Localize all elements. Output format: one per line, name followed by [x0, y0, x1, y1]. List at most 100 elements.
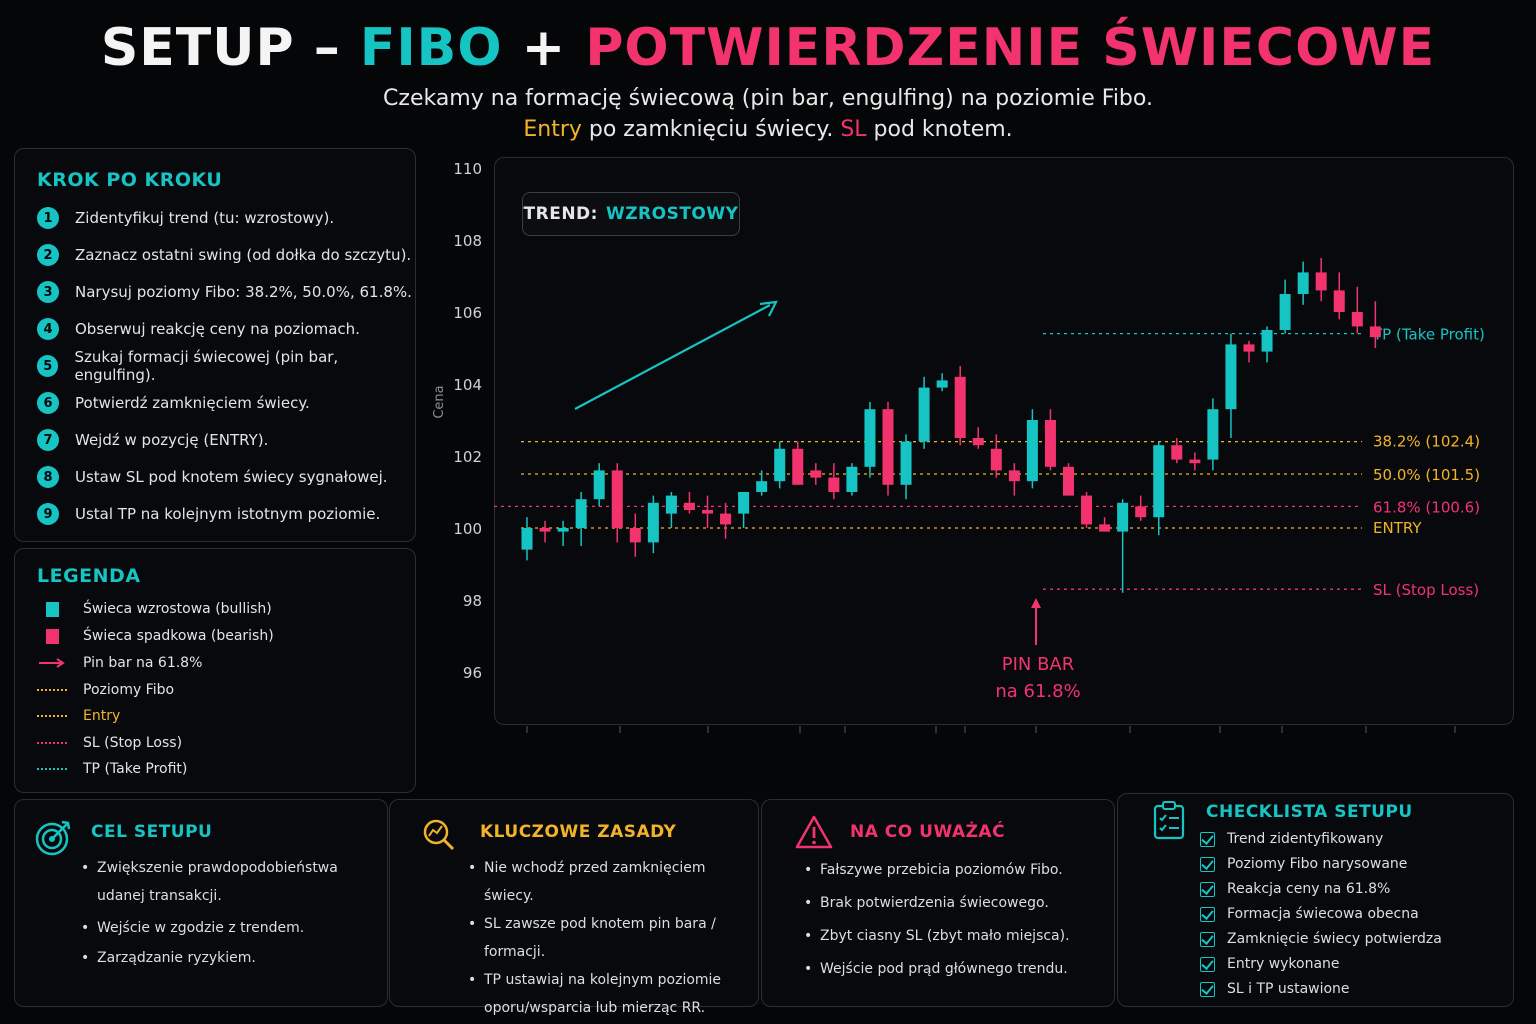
step-item: 8 Ustaw SL pod knotem świecy sygnałowej.	[37, 465, 388, 489]
checklist-item: Poziomy Fibo narysowane	[1200, 853, 1407, 875]
checkbox-icon	[1200, 856, 1215, 872]
y-tick-label: 96	[463, 664, 482, 682]
candle-body-bearish	[683, 502, 695, 510]
step-text: Ustal TP na kolejnym istotnym poziomie.	[75, 505, 381, 523]
candle-body-bearish	[1135, 506, 1147, 518]
candle-body-bullish	[1261, 330, 1273, 352]
step-text: Wejdź w pozycję (ENTRY).	[75, 431, 269, 449]
step-text: Narysuj poziomy Fibo: 38.2%, 50.0%, 61.8…	[75, 283, 412, 301]
trend-arrow-line	[574, 304, 771, 410]
step-item: 5 Szukaj formacji świecowej (pin bar, eng…	[37, 348, 415, 384]
zasady-item: Nie wchodź przed zamknięciem świecy.	[468, 854, 748, 910]
step-text: Zaznacz ostatni swing (od dołka do szczy…	[75, 246, 412, 264]
candle-body-bullish	[665, 495, 677, 514]
step-text: Zidentyfikuj trend (tu: wzrostowy).	[75, 209, 335, 227]
candle-body-bullish	[1225, 344, 1237, 410]
legend-item-tp: TP (Take Profit)	[37, 758, 187, 780]
subtitle-entry: Entry	[523, 117, 582, 142]
trend-box: TREND: WZROSTOWY	[522, 192, 740, 236]
zasady-item: TP ustawiaj na kolejnym poziomie oporu/w…	[468, 966, 748, 1022]
legend-item-fibo: Poziomy Fibo	[37, 679, 174, 701]
candle-body-bearish	[1063, 466, 1074, 496]
candle-body-bearish	[1044, 420, 1056, 467]
candle-body-bullish	[918, 387, 930, 442]
pinbar-sublabel: na 61.8%	[995, 681, 1080, 702]
level-label-tp: TP (Take Profit)	[1372, 326, 1485, 344]
bearish-square-icon	[45, 628, 59, 644]
step-number: 6	[37, 392, 59, 414]
checklist-text: Poziomy Fibo narysowane	[1227, 856, 1408, 872]
candle-body-bearish	[1351, 312, 1363, 327]
candle-body-bullish	[738, 492, 750, 514]
checkbox-icon	[1200, 906, 1215, 922]
dotted-line-icon	[37, 742, 67, 744]
candle-body-bearish	[1189, 459, 1201, 464]
step-item: 3 Narysuj poziomy Fibo: 38.2%, 50.0%, 61.…	[37, 280, 412, 304]
pinbar-label: PIN BAR	[1002, 654, 1075, 675]
step-text: Ustaw SL pod knotem świecy sygnałowej.	[75, 468, 388, 486]
y-tick-label: 102	[453, 448, 482, 466]
candle-body-bearish	[1099, 524, 1111, 532]
legend-text: Entry	[83, 708, 121, 724]
subtitle-end: pod knotem.	[866, 117, 1013, 142]
y-tick-label: 98	[463, 592, 482, 610]
step-number: 8	[37, 466, 59, 488]
trend-label: TREND:	[523, 204, 598, 224]
candle-body-bearish	[629, 528, 641, 543]
candle-body-bearish	[828, 477, 840, 492]
uwaga-item: Brak potwierdzenia świecowego.	[804, 889, 1104, 917]
step-item: 7 Wejdź w pozycję (ENTRY).	[37, 428, 268, 452]
step-item: 2 Zaznacz ostatni swing (od dołka do szcz…	[37, 243, 411, 267]
step-number: 2	[37, 244, 59, 266]
title-part-plus: +	[502, 18, 586, 78]
magnifier-chart-icon	[423, 819, 455, 851]
checklist-item: Trend zidentyfikowany	[1200, 828, 1383, 850]
candle-body-bearish	[882, 409, 894, 485]
step-item: 6 Potwierdź zamknięciem świecy.	[37, 391, 310, 415]
checklist-item: Entry wykonane	[1200, 953, 1340, 975]
candle-body-bearish	[954, 376, 966, 438]
step-text: Potwierdź zamknięciem świecy.	[75, 394, 310, 412]
legend-text: SL (Stop Loss)	[83, 735, 183, 751]
level-label-entry: ENTRY	[1373, 519, 1422, 537]
uwaga-title: NA CO UWAŻAĆ	[850, 822, 1006, 842]
subtitle-sl: SL	[840, 117, 867, 142]
dotted-line-icon	[37, 768, 67, 770]
candle-body-bullish	[1117, 502, 1129, 532]
candle-body-bullish	[1297, 272, 1309, 294]
uwaga-item: Wejście pod prąd głównego trendu.	[804, 955, 1104, 983]
legend-item-pinbar: Pin bar na 61.8%	[37, 652, 202, 674]
cel-item: Zarządzanie ryzykiem.	[81, 944, 371, 972]
checkbox-icon	[1200, 831, 1215, 847]
y-tick-label: 104	[453, 376, 482, 394]
candle-body-bullish	[936, 380, 948, 388]
candle-body-bearish	[972, 438, 984, 446]
step-number: 5	[37, 355, 59, 377]
checklist-item: Reakcja ceny na 61.8%	[1200, 878, 1390, 900]
candle-body-bullish	[846, 466, 858, 492]
y-tick-label: 106	[453, 304, 482, 322]
target-icon	[35, 820, 71, 856]
checklist-item: SL i TP ustawione	[1200, 978, 1350, 1000]
checklist-panel: CHECKLISTA SETUPU Trend zidentyfikowany …	[1117, 793, 1514, 1007]
checklist-text: SL i TP ustawione	[1227, 981, 1350, 997]
level-label-fib-618: 61.8% (100.6)	[1373, 498, 1480, 516]
level-label-fib-500: 50.0% (101.5)	[1373, 466, 1480, 484]
candle-body-bearish	[539, 528, 551, 532]
candle-body-bearish	[990, 448, 1002, 471]
y-tick-label: 100	[453, 520, 482, 538]
bullish-square-icon	[45, 601, 59, 617]
clipboard-checklist-icon	[1153, 801, 1185, 840]
legend-panel: LEGENDA Świeca wzrostowa (bullish) Świec…	[14, 548, 416, 793]
uwaga-panel: NA CO UWAŻAĆ Fałszywe przebicia poziomów…	[761, 799, 1115, 1007]
candle-body-bearish	[1081, 495, 1093, 525]
step-item: 1 Zidentyfikuj trend (tu: wzrostowy).	[37, 206, 334, 230]
step-number: 4	[37, 318, 59, 340]
checklist-text: Entry wykonane	[1227, 956, 1340, 972]
step-number: 1	[37, 207, 59, 229]
subtitle-line-2: Entry po zamknięciu świecy. SL pod knote…	[0, 117, 1536, 142]
step-number: 9	[37, 503, 59, 525]
candle-body-bearish	[1333, 290, 1345, 312]
candle-body-bearish	[1315, 272, 1327, 291]
